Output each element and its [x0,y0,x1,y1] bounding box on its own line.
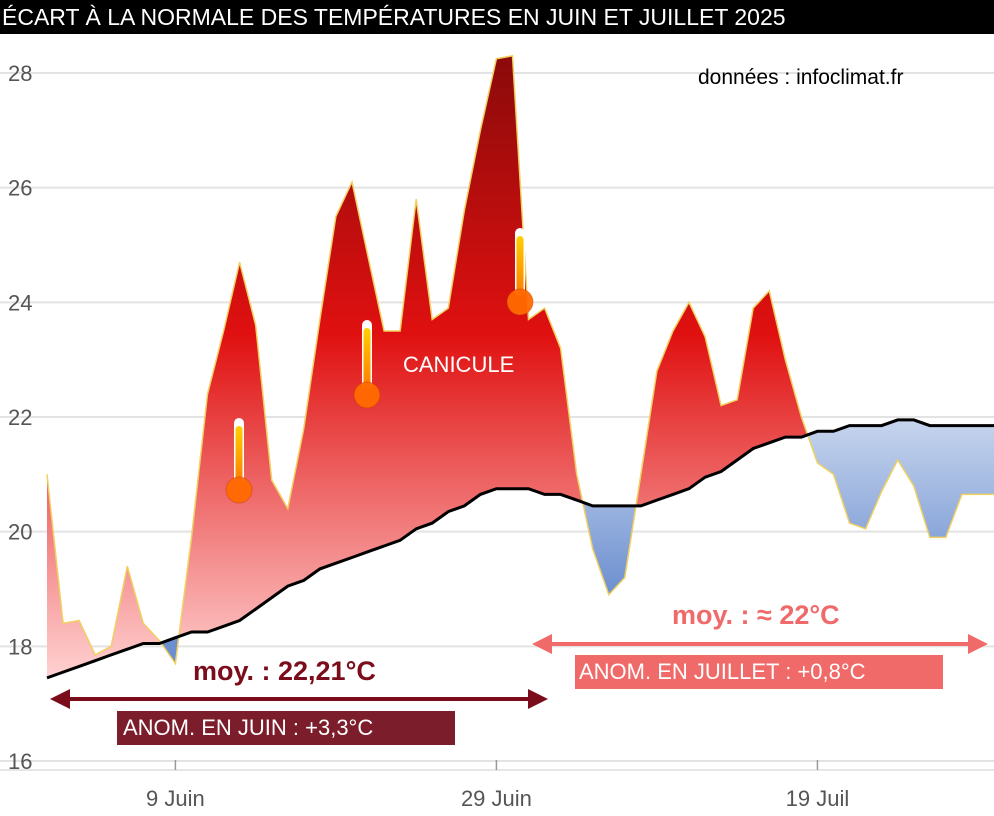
thermometer-icon [506,228,534,316]
cool-anomaly-area [582,502,636,595]
cool-anomaly-area [161,636,179,664]
y-tick-label: 24 [8,290,32,315]
x-tick-label: 19 Juil [786,786,850,811]
x-tick-label: 29 Juin [461,786,532,811]
y-tick-label: 26 [8,176,32,201]
x-tick-label: 9 Juin [146,786,205,811]
july-average-label: moy. : ≈ 22°C [672,600,840,630]
series-lines [46,54,994,680]
july-anomaly-badge: ANOM. EN JUILLET : +0,8°C [575,655,943,689]
cool-anomaly-area [807,419,994,538]
canicule-label: CANICULE [403,352,515,377]
axis-ticks: 16 18 20 22 24 26 28 9 Juin 29 Juin 19 Juil [8,61,849,811]
warm-anomaly-area [178,55,583,637]
y-tick-label: 16 [8,749,32,774]
thermometer-icon [225,418,253,504]
y-tick-label: 18 [8,634,32,659]
source-label: données : infoclimat.fr [698,66,904,89]
warm-anomaly-area [47,474,161,678]
chart-title: ÉCART À LA NORMALE DES TEMPÉRATURES EN J… [0,0,994,34]
june-anomaly-badge: ANOM. EN JUIN : +3,3°C [117,711,455,745]
y-tick-label: 20 [8,520,32,545]
thermometer-icon [353,320,381,409]
y-tick-label: 22 [8,405,32,430]
june-average-label: moy. : 22,21°C [193,656,376,686]
y-tick-label: 28 [8,61,32,86]
observed-temperature-line [46,54,994,666]
warm-anomaly-area [636,290,808,506]
normal-temperature-line [46,418,994,680]
decorations [50,228,988,709]
anomaly-areas [47,55,994,678]
